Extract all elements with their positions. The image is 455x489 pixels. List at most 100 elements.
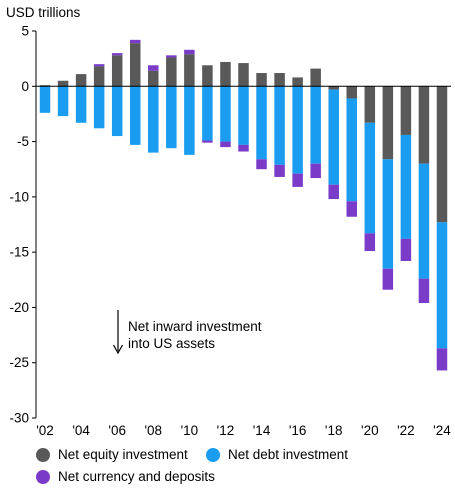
bar-2002-series-1 — [39, 86, 51, 113]
bar-2004-series-0 — [75, 74, 87, 87]
y-tick-label: -10 — [9, 189, 29, 204]
bar-2021-series-2 — [382, 268, 394, 290]
bar-2015-series-2 — [274, 164, 285, 177]
legend-swatch-debt — [206, 447, 220, 462]
y-tick-label: -5 — [17, 134, 29, 149]
bar-2008-series-0 — [148, 70, 159, 87]
x-tick-label: '04 — [72, 423, 90, 438]
bar-2024-series-2 — [436, 348, 448, 371]
legend-swatch-equity — [36, 447, 50, 462]
bar-2022-series-1 — [400, 134, 412, 239]
bar-2009-series-1 — [166, 86, 177, 149]
x-tick-label: '20 — [361, 423, 379, 438]
bar-2022-series-2 — [400, 238, 412, 261]
bar-2005-series-1 — [93, 86, 105, 129]
bar-2020-series-2 — [364, 233, 376, 252]
bar-2006-series-2 — [111, 53, 123, 56]
bar-2021-series-1 — [382, 159, 394, 269]
bars — [39, 39, 448, 371]
bar-2017-series-2 — [310, 163, 321, 179]
legend-label-debt: Net debt investment — [228, 447, 349, 462]
bar-2014-series-1 — [256, 86, 267, 160]
bar-2016-series-0 — [292, 77, 303, 87]
bar-2019-series-1 — [346, 98, 358, 202]
y-axis-label: USD trillions — [6, 5, 81, 20]
legend-label-currency: Net currency and deposits — [58, 469, 215, 484]
bar-2003-series-1 — [57, 86, 69, 117]
bar-2010-series-2 — [184, 49, 195, 55]
y-tick-label: -15 — [9, 245, 29, 260]
annotation-line-1: Net inward investment — [128, 319, 262, 334]
bar-2024-series-0 — [436, 86, 448, 223]
bar-2013-series-1 — [238, 86, 249, 145]
x-tick-label: '08 — [144, 423, 162, 438]
y-axis-ticks: 5 0 -5 -10 -15 -20 -25 -30 — [9, 24, 36, 426]
x-tick-label: '24 — [433, 423, 451, 438]
bar-2012-series-2 — [220, 141, 231, 148]
bar-2002-series-0 — [39, 85, 51, 87]
bar-2010-series-1 — [184, 86, 195, 155]
bar-2014-series-0 — [256, 73, 267, 87]
bar-2012-series-0 — [220, 61, 231, 87]
bar-2011-series-0 — [202, 65, 213, 87]
bar-2018-series-2 — [328, 184, 339, 200]
legend-item-currency: Net currency and deposits — [36, 469, 215, 484]
annotation-arrow-head — [112, 344, 124, 355]
legend-item-debt: Net debt investment — [206, 447, 348, 462]
bar-2009-series-2 — [166, 55, 177, 58]
bar-2023-series-0 — [418, 86, 430, 164]
bar-2016-series-1 — [292, 86, 303, 174]
bar-2007-series-2 — [129, 39, 141, 44]
bar-2024-series-1 — [436, 222, 448, 349]
legend-item-equity: Net equity investment — [36, 447, 188, 462]
bar-2011-series-1 — [202, 86, 213, 141]
bar-2015-series-1 — [274, 86, 285, 165]
bar-2012-series-1 — [220, 86, 231, 142]
bar-2005-series-0 — [93, 66, 105, 87]
bar-2013-series-0 — [238, 63, 249, 87]
legend-swatch-currency — [36, 469, 50, 484]
x-tick-label: '22 — [397, 423, 415, 438]
x-tick-label: '18 — [325, 423, 343, 438]
y-tick-label: -20 — [9, 300, 29, 315]
bar-2011-series-2 — [202, 140, 213, 143]
bar-2017-series-1 — [310, 86, 321, 164]
bar-2018-series-0 — [328, 86, 339, 90]
y-tick-label: -25 — [9, 355, 29, 370]
x-tick-label: '02 — [36, 423, 54, 438]
bar-2014-series-2 — [256, 159, 267, 170]
bar-2023-series-2 — [418, 278, 430, 304]
legend-label-equity: Net equity investment — [58, 447, 188, 462]
bar-2015-series-0 — [274, 73, 285, 87]
bar-2013-series-2 — [238, 144, 249, 152]
annotation: Net inward investment into US assets — [112, 310, 262, 355]
bar-2022-series-0 — [400, 86, 412, 135]
bar-2006-series-0 — [111, 55, 123, 87]
bar-2006-series-1 — [111, 86, 123, 137]
bar-2007-series-1 — [129, 86, 141, 145]
y-tick-label: 5 — [21, 24, 29, 39]
x-tick-label: '16 — [289, 423, 307, 438]
x-axis-ticks: '02 '04 '06 '08 '10 '12 '14 '16 '18 '20 '22 '24 — [36, 423, 451, 438]
annotation-line-2: into US assets — [128, 336, 215, 351]
bar-2020-series-0 — [364, 86, 376, 123]
bar-2004-series-1 — [75, 86, 87, 123]
bar-2010-series-0 — [184, 54, 195, 87]
bar-2017-series-0 — [310, 68, 321, 87]
bar-2005-series-2 — [93, 64, 105, 67]
bar-2018-series-1 — [328, 89, 339, 185]
x-tick-label: '12 — [217, 423, 235, 438]
bar-2016-series-2 — [292, 173, 303, 187]
y-tick-label: 0 — [21, 79, 29, 94]
x-tick-label: '06 — [108, 423, 126, 438]
bar-2021-series-0 — [382, 86, 394, 160]
bar-2009-series-0 — [166, 57, 177, 87]
y-tick-label: -30 — [9, 411, 29, 426]
bar-2007-series-0 — [129, 43, 141, 87]
bar-2020-series-1 — [364, 122, 376, 234]
bar-2008-series-2 — [148, 65, 159, 71]
x-tick-label: '10 — [181, 423, 199, 438]
x-tick-label: '14 — [253, 423, 271, 438]
bar-2008-series-1 — [148, 86, 159, 153]
